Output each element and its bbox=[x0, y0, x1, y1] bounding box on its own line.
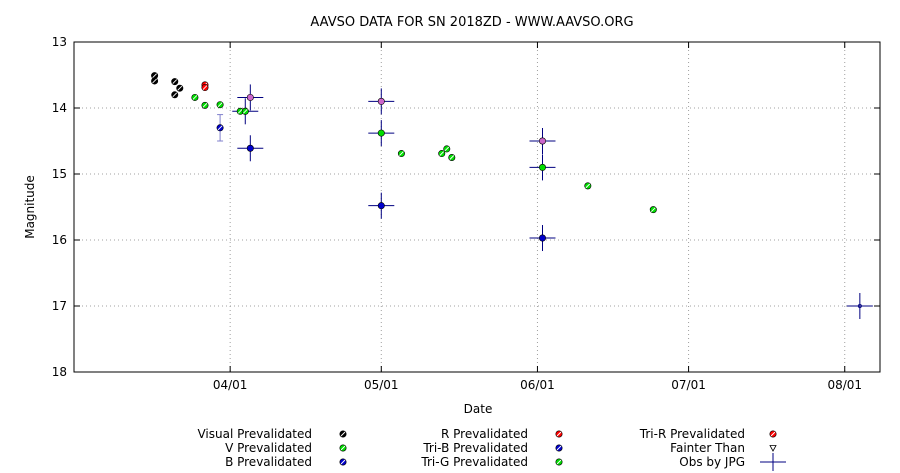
point-r-prevalidated bbox=[201, 84, 209, 92]
x-axis-label: Date bbox=[464, 402, 493, 416]
point-visual-prevalidated bbox=[171, 78, 179, 86]
point-visual-prevalidated bbox=[151, 77, 159, 85]
point-tri-g-prevalidated bbox=[397, 150, 405, 158]
legend-label: Tri-R Prevalidated bbox=[639, 427, 745, 441]
point-v-prevalidated bbox=[191, 93, 199, 101]
legend-symbol-circle bbox=[769, 430, 777, 438]
y-axis-label: Magnitude bbox=[23, 175, 37, 239]
legend-label: Visual Prevalidated bbox=[197, 427, 312, 441]
legend-item-obs-by-jpg: Obs by JPG bbox=[679, 453, 786, 471]
legend-symbol-circle bbox=[339, 458, 347, 466]
x-tick-label: 05/01 bbox=[364, 378, 399, 392]
jpg-observation-b bbox=[529, 225, 556, 252]
x-tick-label: 07/01 bbox=[671, 378, 706, 392]
point-tri-g-prevalidated bbox=[584, 182, 592, 190]
point-v-prevalidated bbox=[241, 107, 249, 115]
x-tick-label: 04/01 bbox=[213, 378, 248, 392]
point-v-prevalidated bbox=[201, 101, 209, 109]
legend-item-v-prevalidated: V Prevalidated bbox=[225, 441, 347, 455]
y-tick-label: 14 bbox=[52, 101, 67, 115]
legend-symbol-circle bbox=[555, 458, 563, 466]
jpg-observation-v bbox=[368, 120, 395, 147]
legend-label: Tri-B Prevalidated bbox=[422, 441, 528, 455]
x-tick-label: 08/01 bbox=[827, 378, 862, 392]
point-visual-prevalidated bbox=[176, 84, 184, 92]
legend-symbol-circle bbox=[339, 430, 347, 438]
legend-label: R Prevalidated bbox=[441, 427, 528, 441]
legend-symbol-triangle bbox=[769, 445, 777, 452]
grid bbox=[74, 42, 880, 372]
ticks: 13 14 15 16 17 18 04/01 05/01 06/01 07/01 08/01 bbox=[52, 35, 880, 392]
legend-label: Fainter Than bbox=[670, 441, 745, 455]
jpg-observation-unfiltered bbox=[846, 293, 873, 319]
point-tri-g-prevalidated bbox=[448, 154, 456, 162]
point-b-prevalidated bbox=[216, 124, 224, 132]
legend-label: Obs by JPG bbox=[679, 455, 745, 469]
legend-item-tri-g-prevalidated: Tri-G Prevalidated bbox=[420, 455, 563, 469]
point-tri-g-prevalidated bbox=[438, 150, 446, 158]
jpg-observation-r bbox=[368, 88, 395, 115]
legend-symbol-circle bbox=[339, 444, 347, 452]
point-visual-prevalidated bbox=[171, 91, 179, 99]
legend-symbol-cross bbox=[760, 453, 786, 471]
plot-frame bbox=[73, 41, 881, 373]
jpg-observation-b bbox=[368, 192, 395, 219]
point-tri-g-prevalidated bbox=[443, 145, 451, 153]
legend-item-visual-prevalidated: Visual Prevalidated bbox=[197, 427, 347, 441]
jpg-observation-r bbox=[237, 84, 264, 111]
chart-title: AAVSO DATA FOR SN 2018ZD - WWW.AAVSO.ORG bbox=[310, 15, 633, 30]
legend-symbol-circle bbox=[555, 444, 563, 452]
point-v-prevalidated bbox=[216, 101, 224, 109]
y-tick-label: 17 bbox=[52, 299, 67, 313]
point-tri-g-prevalidated bbox=[649, 206, 657, 214]
legend-item-b-prevalidated: B Prevalidated bbox=[225, 455, 347, 469]
data-marks bbox=[151, 72, 873, 319]
jpg-observation-b bbox=[237, 135, 264, 162]
legend-label: Tri-G Prevalidated bbox=[420, 455, 528, 469]
legend-item-r-prevalidated: R Prevalidated bbox=[441, 427, 563, 441]
legend-item-fainter-than: Fainter Than bbox=[670, 441, 777, 455]
legend-label: V Prevalidated bbox=[225, 441, 312, 455]
y-tick-label: 18 bbox=[52, 365, 67, 379]
legend-label: B Prevalidated bbox=[225, 455, 312, 469]
x-tick-label: 06/01 bbox=[520, 378, 555, 392]
legend-symbol-circle bbox=[555, 430, 563, 438]
legend-item-tri-r-prevalidated: Tri-R Prevalidated bbox=[639, 427, 777, 441]
jpg-observation-r bbox=[529, 128, 556, 154]
jpg-observation-v bbox=[529, 154, 556, 181]
point-v-prevalidated bbox=[236, 107, 244, 115]
axes bbox=[73, 41, 881, 373]
legend-item-tri-b-prevalidated: Tri-B Prevalidated bbox=[422, 441, 563, 455]
y-tick-label: 16 bbox=[52, 233, 67, 247]
y-tick-label: 15 bbox=[52, 167, 67, 181]
y-tick-label: 13 bbox=[52, 35, 67, 49]
